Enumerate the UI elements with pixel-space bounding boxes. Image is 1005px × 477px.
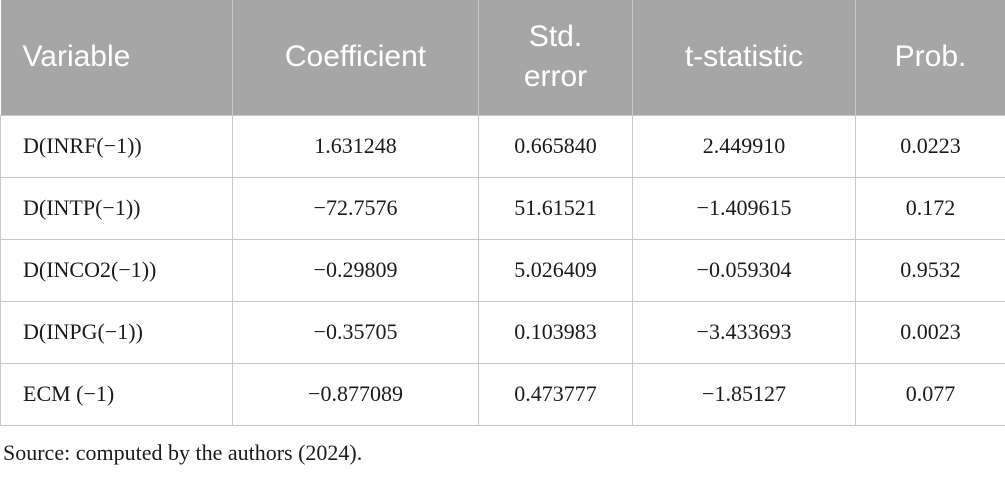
table-row: D(INRF(−1)) 1.631248 0.665840 2.449910 0.022… — [0, 114, 1005, 178]
column-header: t-statistic — [632, 0, 856, 115]
value-cell: 0.473777 — [478, 362, 633, 426]
value-cell: 5.026409 — [478, 238, 633, 302]
value-cell: −0.35705 — [232, 300, 479, 364]
variable-cell: D(INTP(−1)) — [0, 176, 233, 240]
variable-cell: D(INCO2(−1)) — [0, 238, 233, 302]
column-header: Std. error — [478, 0, 633, 115]
value-cell: −0.059304 — [632, 238, 856, 302]
table-row: D(INPG(−1)) −0.35705 0.103983 −3.433693 0.00… — [0, 300, 1005, 364]
column-header: Coefficient — [232, 0, 479, 115]
table-row: ECM (−1) −0.877089 0.473777 −1.85127 0.077 — [0, 362, 1005, 426]
header-row: Variable Coefficient Std. error t-statistic… — [0, 0, 1005, 115]
value-cell: 51.61521 — [478, 176, 633, 240]
value-cell: 2.449910 — [632, 114, 856, 178]
value-cell: 0.0223 — [855, 114, 1005, 178]
value-cell: 0.0023 — [855, 300, 1005, 364]
value-cell: −72.7576 — [232, 176, 479, 240]
table-body: D(INRF(−1)) 1.631248 0.665840 2.449910 0.022… — [0, 114, 1005, 426]
value-cell: 0.077 — [855, 362, 1005, 426]
column-header: Prob. — [855, 0, 1005, 115]
value-cell: −0.29809 — [232, 238, 479, 302]
value-cell: −1.409615 — [632, 176, 856, 240]
table-row: D(INTP(−1)) −72.7576 51.61521 −1.409615 0.17… — [0, 176, 1005, 240]
results-table: Variable Coefficient Std. error t-statistic… — [0, 0, 1005, 426]
variable-cell: D(INRF(−1)) — [0, 114, 233, 178]
table-row: D(INCO2(−1)) −0.29809 5.026409 −0.059304 0.9… — [0, 238, 1005, 302]
value-cell: 0.103983 — [478, 300, 633, 364]
value-cell: −3.433693 — [632, 300, 856, 364]
value-cell: −0.877089 — [232, 362, 479, 426]
variable-cell: ECM (−1) — [0, 362, 233, 426]
column-header: Variable — [0, 0, 233, 115]
source-note: Source: computed by the authors (2024). — [3, 440, 363, 465]
value-cell: 0.9532 — [855, 238, 1005, 302]
value-cell: 0.172 — [855, 176, 1005, 240]
value-cell: −1.85127 — [632, 362, 856, 426]
value-cell: 0.665840 — [478, 114, 633, 178]
variable-cell: D(INPG(−1)) — [0, 300, 233, 364]
value-cell: 1.631248 — [232, 114, 479, 178]
